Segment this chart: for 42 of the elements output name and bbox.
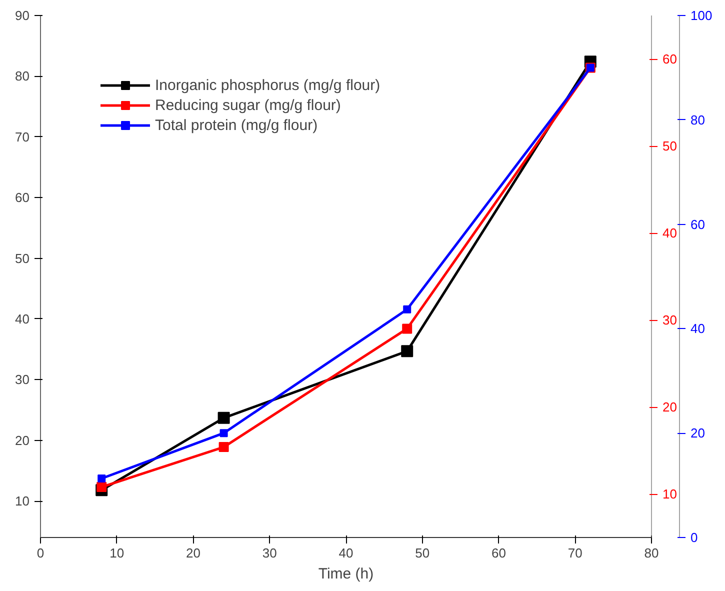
point: [218, 442, 229, 452]
y2-tick-label: 40: [662, 226, 677, 240]
y3-tick-label: 60: [690, 216, 705, 232]
y-tick-label: 60: [15, 190, 30, 206]
y-tick-label: 10: [15, 494, 30, 509]
y3-tick-label: 20: [690, 426, 705, 441]
x-tick-label: 10: [110, 546, 124, 560]
y2-tick-label: 50: [662, 138, 677, 154]
x-axis-title: Time (h): [318, 566, 374, 582]
point: [401, 345, 414, 358]
y2-tick-label: 30: [662, 312, 677, 328]
legend-label: Inorganic phosphorus (mg/g flour): [155, 76, 380, 94]
y2-tick-label: 60: [662, 52, 677, 66]
y3-tick-label: 40: [690, 321, 705, 336]
x-tick-label: 20: [186, 546, 200, 560]
y2-tick-label: 10: [662, 486, 677, 502]
y2-tick-label: 20: [662, 400, 677, 414]
point: [98, 474, 106, 483]
y3-tick-label: 0: [690, 530, 698, 545]
y3-tick-label: 100: [690, 8, 712, 23]
y-tick-label: 20: [15, 432, 30, 448]
x-tick-label: 30: [262, 546, 277, 560]
point: [403, 305, 412, 314]
y3-tick-label: 80: [690, 112, 705, 128]
x-tick-label: 0: [36, 546, 44, 560]
y-tick-label: 50: [15, 250, 30, 266]
y-tick-label: 30: [15, 372, 30, 388]
y-tick-label: 80: [15, 68, 30, 84]
x-tick-label: 40: [338, 546, 354, 560]
point: [220, 429, 228, 438]
point: [218, 412, 230, 424]
legend-label: Reducing sugar (mg/g flour): [155, 96, 341, 114]
y-tick-label: 40: [15, 311, 30, 326]
legend-label: Total protein (mg/g flour): [155, 116, 318, 134]
point: [96, 482, 107, 492]
x-tick-label: 50: [415, 546, 430, 560]
point: [402, 324, 412, 334]
x-tick-label: 70: [568, 546, 582, 560]
x-tick-label: 60: [492, 546, 506, 560]
y-tick-label: 70: [15, 129, 30, 144]
x-tick-label: 80: [644, 546, 659, 560]
y-tick-label: 90: [15, 8, 30, 23]
